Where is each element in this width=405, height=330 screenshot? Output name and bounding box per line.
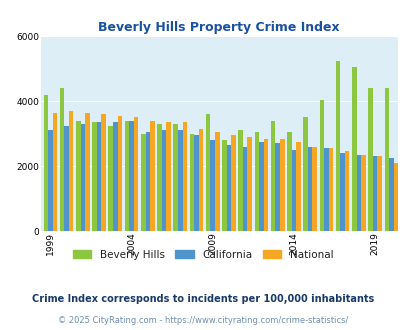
Bar	[307, 147, 312, 231]
Bar	[303, 117, 307, 231]
Bar	[393, 163, 397, 231]
Bar	[258, 142, 263, 231]
Bar	[43, 95, 48, 231]
Bar	[351, 67, 356, 231]
Bar	[339, 153, 344, 231]
Bar	[64, 125, 69, 231]
Bar	[48, 130, 53, 231]
Text: © 2025 CityRating.com - https://www.cityrating.com/crime-statistics/: © 2025 CityRating.com - https://www.city…	[58, 316, 347, 325]
Bar	[113, 122, 117, 231]
Bar	[270, 121, 275, 231]
Bar	[166, 122, 171, 231]
Bar	[161, 130, 166, 231]
Bar	[360, 155, 365, 231]
Text: Crime Index corresponds to incidents per 100,000 inhabitants: Crime Index corresponds to incidents per…	[32, 294, 373, 304]
Bar	[117, 116, 122, 231]
Bar	[367, 88, 372, 231]
Bar	[145, 132, 150, 231]
Bar	[108, 125, 113, 231]
Bar	[291, 150, 296, 231]
Bar	[210, 140, 215, 231]
Title: Beverly Hills Property Crime Index: Beverly Hills Property Crime Index	[98, 21, 339, 34]
Bar	[222, 140, 226, 231]
Bar	[134, 117, 138, 231]
Bar	[69, 111, 73, 231]
Bar	[388, 158, 393, 231]
Bar	[60, 88, 64, 231]
Bar	[312, 147, 316, 231]
Bar	[101, 114, 106, 231]
Bar	[92, 122, 96, 231]
Bar	[286, 132, 291, 231]
Bar	[157, 124, 161, 231]
Bar	[319, 100, 323, 231]
Bar	[141, 134, 145, 231]
Bar	[177, 130, 182, 231]
Bar	[323, 148, 328, 231]
Bar	[173, 124, 177, 231]
Legend: Beverly Hills, California, National: Beverly Hills, California, National	[68, 246, 337, 264]
Bar	[231, 135, 235, 231]
Bar	[129, 121, 134, 231]
Bar	[215, 132, 219, 231]
Bar	[124, 121, 129, 231]
Bar	[335, 61, 339, 231]
Bar	[182, 122, 187, 231]
Bar	[189, 134, 194, 231]
Bar	[344, 151, 349, 231]
Bar	[205, 114, 210, 231]
Bar	[76, 121, 80, 231]
Bar	[263, 139, 268, 231]
Bar	[226, 145, 231, 231]
Bar	[194, 135, 198, 231]
Bar	[377, 156, 381, 231]
Bar	[198, 129, 203, 231]
Bar	[372, 156, 377, 231]
Bar	[275, 144, 279, 231]
Bar	[80, 124, 85, 231]
Bar	[85, 113, 90, 231]
Bar	[242, 147, 247, 231]
Bar	[254, 132, 258, 231]
Bar	[328, 148, 333, 231]
Bar	[247, 137, 252, 231]
Bar	[150, 121, 154, 231]
Bar	[279, 139, 284, 231]
Bar	[384, 88, 388, 231]
Bar	[238, 130, 242, 231]
Bar	[356, 155, 360, 231]
Bar	[96, 122, 101, 231]
Bar	[53, 113, 57, 231]
Bar	[296, 142, 300, 231]
